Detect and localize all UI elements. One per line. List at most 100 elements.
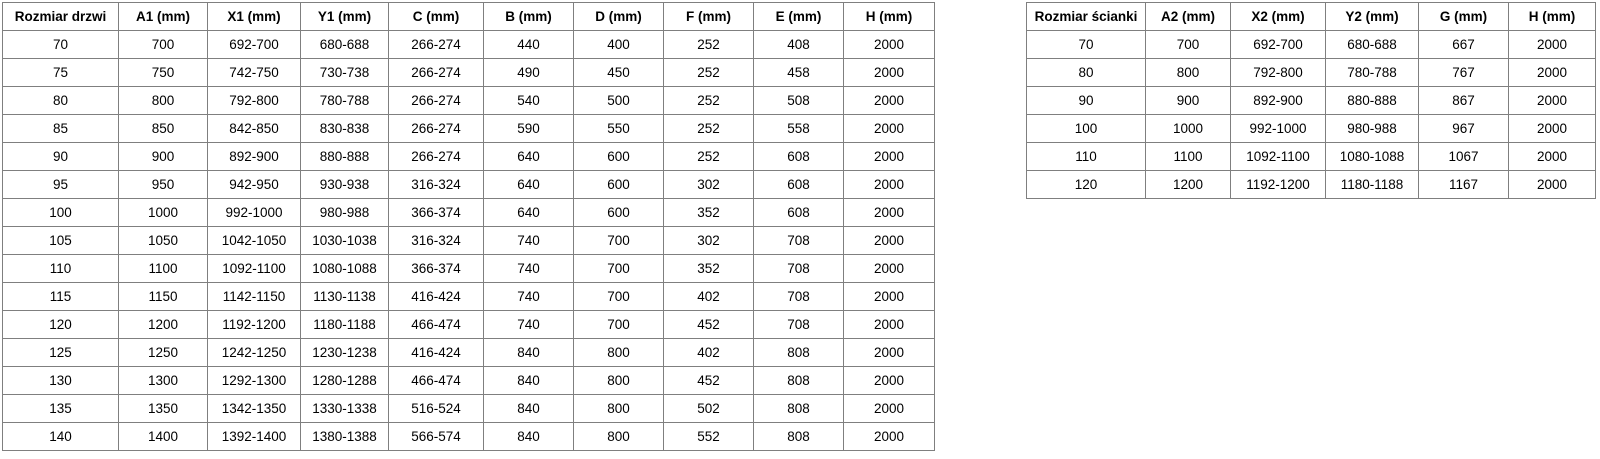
table-cell: 840 bbox=[483, 366, 574, 395]
table-cell: 1180-1188 bbox=[1325, 170, 1419, 199]
table-cell: 500 bbox=[573, 86, 664, 115]
table-cell: 266-274 bbox=[388, 142, 484, 171]
table-cell: 402 bbox=[663, 338, 754, 367]
header-cell: A2 (mm) bbox=[1145, 2, 1231, 31]
table-cell: 130 bbox=[2, 366, 119, 395]
table-row: 80 800 792-800 780-788 767 2000 bbox=[1026, 58, 1596, 87]
header-cell: G (mm) bbox=[1418, 2, 1509, 31]
table-cell: 2000 bbox=[843, 58, 935, 87]
table-cell: 880-888 bbox=[1325, 86, 1419, 115]
table-cell: 1380-1388 bbox=[300, 422, 389, 451]
table-cell: 742-750 bbox=[207, 58, 301, 87]
table-cell: 105 bbox=[2, 226, 119, 255]
table-cell: 1042-1050 bbox=[207, 226, 301, 255]
table-cell: 550 bbox=[573, 114, 664, 143]
table-cell: 2000 bbox=[843, 226, 935, 255]
table-cell: 780-788 bbox=[300, 86, 389, 115]
table-cell: 466-474 bbox=[388, 310, 484, 339]
table-cell: 1050 bbox=[118, 226, 208, 255]
table-cell: 840 bbox=[483, 394, 574, 423]
table-cell: 316-324 bbox=[388, 170, 484, 199]
table-cell: 2000 bbox=[843, 86, 935, 115]
table-cell: 692-700 bbox=[207, 30, 301, 59]
header-cell: F (mm) bbox=[663, 2, 754, 31]
table-cell: 808 bbox=[753, 422, 844, 451]
table-cell: 95 bbox=[2, 170, 119, 199]
table-cell: 1342-1350 bbox=[207, 394, 301, 423]
table-cell: 135 bbox=[2, 394, 119, 423]
table-cell: 600 bbox=[573, 170, 664, 199]
table-cell: 967 bbox=[1418, 114, 1509, 143]
table-row: 70 700 692-700 680-688 667 2000 bbox=[1026, 30, 1596, 59]
table-cell: 950 bbox=[118, 170, 208, 199]
table-cell: 850 bbox=[118, 114, 208, 143]
table-row: 80 800 792-800 780-788 266-274 540 500 252 508 20… bbox=[2, 86, 935, 115]
table-row: 110 1100 1092-1100 1080-1088 1067 2000 bbox=[1026, 142, 1596, 171]
table-cell: 508 bbox=[753, 86, 844, 115]
wall-table-header: Rozmiar ścianki A2 (mm) X2 (mm) Y2 (mm) G (m… bbox=[1026, 2, 1596, 31]
table-cell: 2000 bbox=[843, 394, 935, 423]
table-cell: 600 bbox=[573, 142, 664, 171]
table-cell: 2000 bbox=[1508, 86, 1596, 115]
door-table-header: Rozmiar drzwi A1 (mm) X1 (mm) Y1 (mm) C (mm)… bbox=[2, 2, 935, 31]
table-row: 110 1100 1092-1100 1080-1088 366-374 740 700 35… bbox=[2, 254, 935, 283]
table-cell: 608 bbox=[753, 142, 844, 171]
table-cell: 266-274 bbox=[388, 30, 484, 59]
table-cell: 466-474 bbox=[388, 366, 484, 395]
table-cell: 800 bbox=[573, 394, 664, 423]
table-cell: 750 bbox=[118, 58, 208, 87]
table-cell: 90 bbox=[1026, 86, 1146, 115]
table-cell: 2000 bbox=[843, 254, 935, 283]
table-cell: 640 bbox=[483, 198, 574, 227]
table-cell: 352 bbox=[663, 198, 754, 227]
table-cell: 2000 bbox=[843, 30, 935, 59]
table-row: 70 700 692-700 680-688 266-274 440 400 252 408 20… bbox=[2, 30, 935, 59]
table-cell: 115 bbox=[2, 282, 119, 311]
table-cell: 552 bbox=[663, 422, 754, 451]
table-cell: 2000 bbox=[843, 338, 935, 367]
table-row: 135 1350 1342-1350 1330-1338 516-524 840 800 50… bbox=[2, 394, 935, 423]
table-cell: 640 bbox=[483, 142, 574, 171]
table-cell: 892-900 bbox=[1230, 86, 1326, 115]
table-cell: 1330-1338 bbox=[300, 394, 389, 423]
table-cell: 680-688 bbox=[1325, 30, 1419, 59]
table-row: 115 1150 1142-1150 1130-1138 416-424 740 700 40… bbox=[2, 282, 935, 311]
table-cell: 125 bbox=[2, 338, 119, 367]
table-cell: 316-324 bbox=[388, 226, 484, 255]
table-cell: 80 bbox=[1026, 58, 1146, 87]
table-cell: 70 bbox=[1026, 30, 1146, 59]
table-cell: 302 bbox=[663, 170, 754, 199]
table-cell: 540 bbox=[483, 86, 574, 115]
table-cell: 440 bbox=[483, 30, 574, 59]
table-cell: 1000 bbox=[1145, 114, 1231, 143]
table-cell: 2000 bbox=[843, 282, 935, 311]
table-cell: 85 bbox=[2, 114, 119, 143]
table-row: 95 950 942-950 930-938 316-324 640 600 302 608 20… bbox=[2, 170, 935, 199]
table-cell: 120 bbox=[1026, 170, 1146, 199]
header-cell: Rozmiar ścianki bbox=[1026, 2, 1146, 31]
table-row: 100 1000 992-1000 980-988 366-374 640 600 352 60… bbox=[2, 198, 935, 227]
table-cell: 252 bbox=[663, 58, 754, 87]
table-cell: 400 bbox=[573, 30, 664, 59]
header-cell: X1 (mm) bbox=[207, 2, 301, 31]
table-cell: 1000 bbox=[118, 198, 208, 227]
table-cell: 1192-1200 bbox=[1230, 170, 1326, 199]
table-cell: 1280-1288 bbox=[300, 366, 389, 395]
header-cell: A1 (mm) bbox=[118, 2, 208, 31]
table-cell: 740 bbox=[483, 254, 574, 283]
table-cell: 640 bbox=[483, 170, 574, 199]
table-cell: 700 bbox=[573, 254, 664, 283]
table-cell: 1080-1088 bbox=[300, 254, 389, 283]
table-cell: 840 bbox=[483, 422, 574, 451]
table-cell: 1080-1088 bbox=[1325, 142, 1419, 171]
table-cell: 458 bbox=[753, 58, 844, 87]
table-cell: 1030-1038 bbox=[300, 226, 389, 255]
table-cell: 608 bbox=[753, 170, 844, 199]
header-cell: X2 (mm) bbox=[1230, 2, 1326, 31]
table-cell: 70 bbox=[2, 30, 119, 59]
table-cell: 1167 bbox=[1418, 170, 1509, 199]
table-cell: 767 bbox=[1418, 58, 1509, 87]
table-cell: 1130-1138 bbox=[300, 282, 389, 311]
table-cell: 252 bbox=[663, 142, 754, 171]
